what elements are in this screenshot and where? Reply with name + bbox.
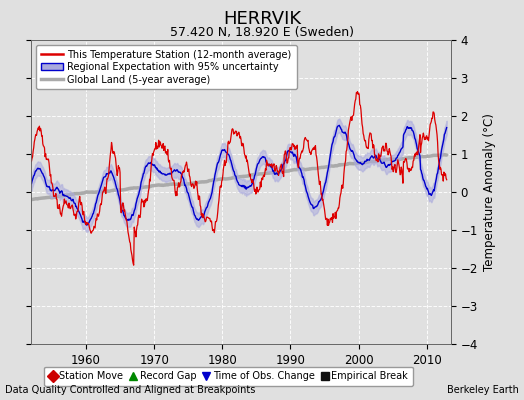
Text: 57.420 N, 18.920 E (Sweden): 57.420 N, 18.920 E (Sweden) bbox=[170, 26, 354, 39]
Text: HERRVIK: HERRVIK bbox=[223, 10, 301, 28]
Legend: Station Move, Record Gap, Time of Obs. Change, Empirical Break: Station Move, Record Gap, Time of Obs. C… bbox=[44, 366, 413, 386]
Text: Berkeley Earth: Berkeley Earth bbox=[447, 385, 519, 395]
Text: Data Quality Controlled and Aligned at Breakpoints: Data Quality Controlled and Aligned at B… bbox=[5, 385, 256, 395]
Y-axis label: Temperature Anomaly (°C): Temperature Anomaly (°C) bbox=[483, 113, 496, 271]
